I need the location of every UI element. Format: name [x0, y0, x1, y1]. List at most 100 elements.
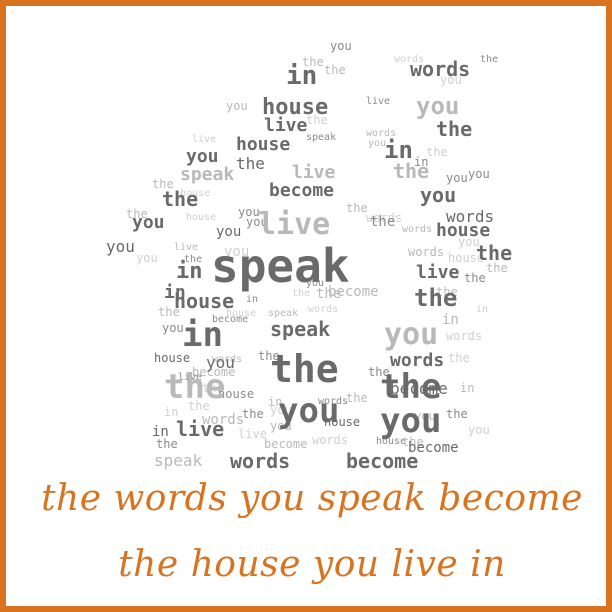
cloud-word-the: the — [380, 367, 441, 407]
cloud-word-you: you — [132, 212, 165, 233]
cloud-word-the: the — [476, 241, 512, 265]
cloud-word-live: live — [178, 372, 202, 383]
cloud-word-the: the — [164, 367, 225, 407]
cloud-word-the: the — [402, 435, 424, 449]
cloud-word-you: you — [468, 167, 490, 181]
cloud-word-you: you — [246, 215, 268, 229]
cloud-word-the: the — [258, 349, 280, 363]
cloud-word-the: the — [236, 154, 265, 173]
cloud-word-you: you — [440, 73, 462, 87]
cloud-word-in: in — [164, 282, 186, 303]
cloud-word-the: the — [370, 214, 395, 230]
cloud-word-you: you — [216, 224, 241, 240]
cloud-word-house: house — [436, 220, 490, 241]
cloud-word-words: words — [410, 57, 470, 81]
cloud-word-live: live — [264, 115, 308, 136]
cloud-word-you: you — [414, 409, 436, 423]
quote-line-2: the house you live in — [118, 544, 506, 585]
cloud-word-the: the — [436, 117, 472, 141]
cloud-word-the: the — [302, 55, 324, 69]
cloud-word-you: you — [186, 146, 219, 167]
cloud-word-you: you — [226, 99, 248, 113]
cloud-word-in: in — [268, 395, 282, 409]
cloud-word-become: become — [346, 449, 418, 473]
cloud-word-in: in — [182, 315, 223, 355]
cloud-word-you: you — [238, 205, 260, 219]
cloud-word-words: words — [390, 350, 444, 371]
cloud-word-speak: speak — [180, 164, 234, 185]
cloud-word-house: house — [174, 289, 234, 313]
cloud-word-become: become — [390, 379, 448, 398]
cloud-word-the: the — [126, 207, 148, 221]
cloud-word-you: you — [278, 391, 339, 431]
cloud-word-the: the — [464, 271, 486, 285]
cloud-word-words: words — [366, 128, 396, 139]
cloud-word-the: the — [436, 285, 458, 299]
cloud-word-the: the — [324, 63, 346, 77]
cloud-word-you: you — [162, 321, 184, 335]
cloud-word-you: you — [446, 171, 468, 185]
cloud-word-you: you — [330, 39, 352, 53]
cloud-word-words: words — [230, 449, 290, 473]
cloud-word-the: the — [270, 347, 339, 391]
cloud-word-live: live — [192, 134, 216, 145]
cloud-word-speak: speak — [211, 239, 349, 293]
cloud-word-the: the — [368, 365, 390, 379]
cloud-word-you: you — [224, 244, 249, 260]
cloud-word-you: you — [306, 278, 324, 289]
cloud-word-you: you — [420, 183, 456, 207]
cloud-word-become: become — [328, 284, 379, 300]
cloud-word-you: you — [136, 251, 158, 265]
cloud-word-the: the — [316, 286, 341, 302]
cloud-word-words: words — [446, 207, 494, 226]
cloud-word-in: in — [246, 294, 258, 305]
cloud-word-the: the — [242, 407, 264, 421]
cloud-word-the: the — [426, 145, 448, 159]
cloud-word-in: in — [164, 405, 178, 419]
cloud-word-live: live — [176, 417, 224, 441]
cloud-word-in: in — [176, 259, 203, 284]
cloud-word-live: live — [292, 162, 336, 183]
cloud-word-in: in — [152, 424, 169, 440]
cloud-word-in: in — [286, 61, 317, 91]
cloud-word-house: house — [218, 387, 254, 401]
cloud-word-become: become — [192, 365, 235, 379]
cloud-word-the: the — [346, 391, 368, 405]
cloud-word-words: words — [446, 329, 482, 343]
cloud-word-become: become — [408, 440, 459, 456]
cloud-word-you: you — [468, 423, 490, 437]
cloud-word-house: house — [448, 251, 484, 265]
cloud-word-the: the — [292, 288, 310, 299]
cloud-word-words: words — [402, 224, 432, 235]
cloud-word-speak: speak — [268, 308, 298, 319]
cloud-word-words: words — [212, 354, 242, 365]
cloud-word-you: you — [384, 317, 438, 352]
cloud-word-the: the — [414, 284, 457, 312]
cloud-word-house: house — [186, 212, 216, 223]
cloud-word-the: the — [152, 177, 174, 191]
cloud-word-become: become — [212, 314, 248, 325]
cloud-word-words: words — [366, 211, 402, 225]
cloud-word-the: the — [156, 437, 178, 451]
quote-line-1: the words you speak become — [41, 478, 583, 519]
cloud-word-in: in — [460, 381, 474, 395]
cloud-word-house: house — [376, 436, 406, 447]
cloud-word-the: the — [480, 54, 498, 65]
cloud-word-the: the — [486, 261, 508, 275]
cloud-word-the: the — [158, 305, 180, 319]
cloud-word-the: the — [306, 113, 328, 127]
cloud-word-in: in — [414, 155, 428, 169]
cloud-word-in: in — [442, 312, 459, 328]
cloud-word-you: you — [206, 353, 235, 372]
cloud-word-become: become — [264, 437, 307, 451]
cloud-word-house: house — [262, 95, 328, 120]
cloud-word-words: words — [308, 304, 338, 315]
cloud-word-you: you — [106, 237, 135, 256]
cloud-word-words: words — [318, 396, 348, 407]
cloud-word-you: you — [270, 403, 292, 417]
cloud-word-live: live — [238, 427, 267, 441]
cloud-word-house: house — [324, 415, 360, 429]
cloud-word-become: become — [269, 180, 334, 201]
cloud-word-live: live — [366, 96, 390, 107]
